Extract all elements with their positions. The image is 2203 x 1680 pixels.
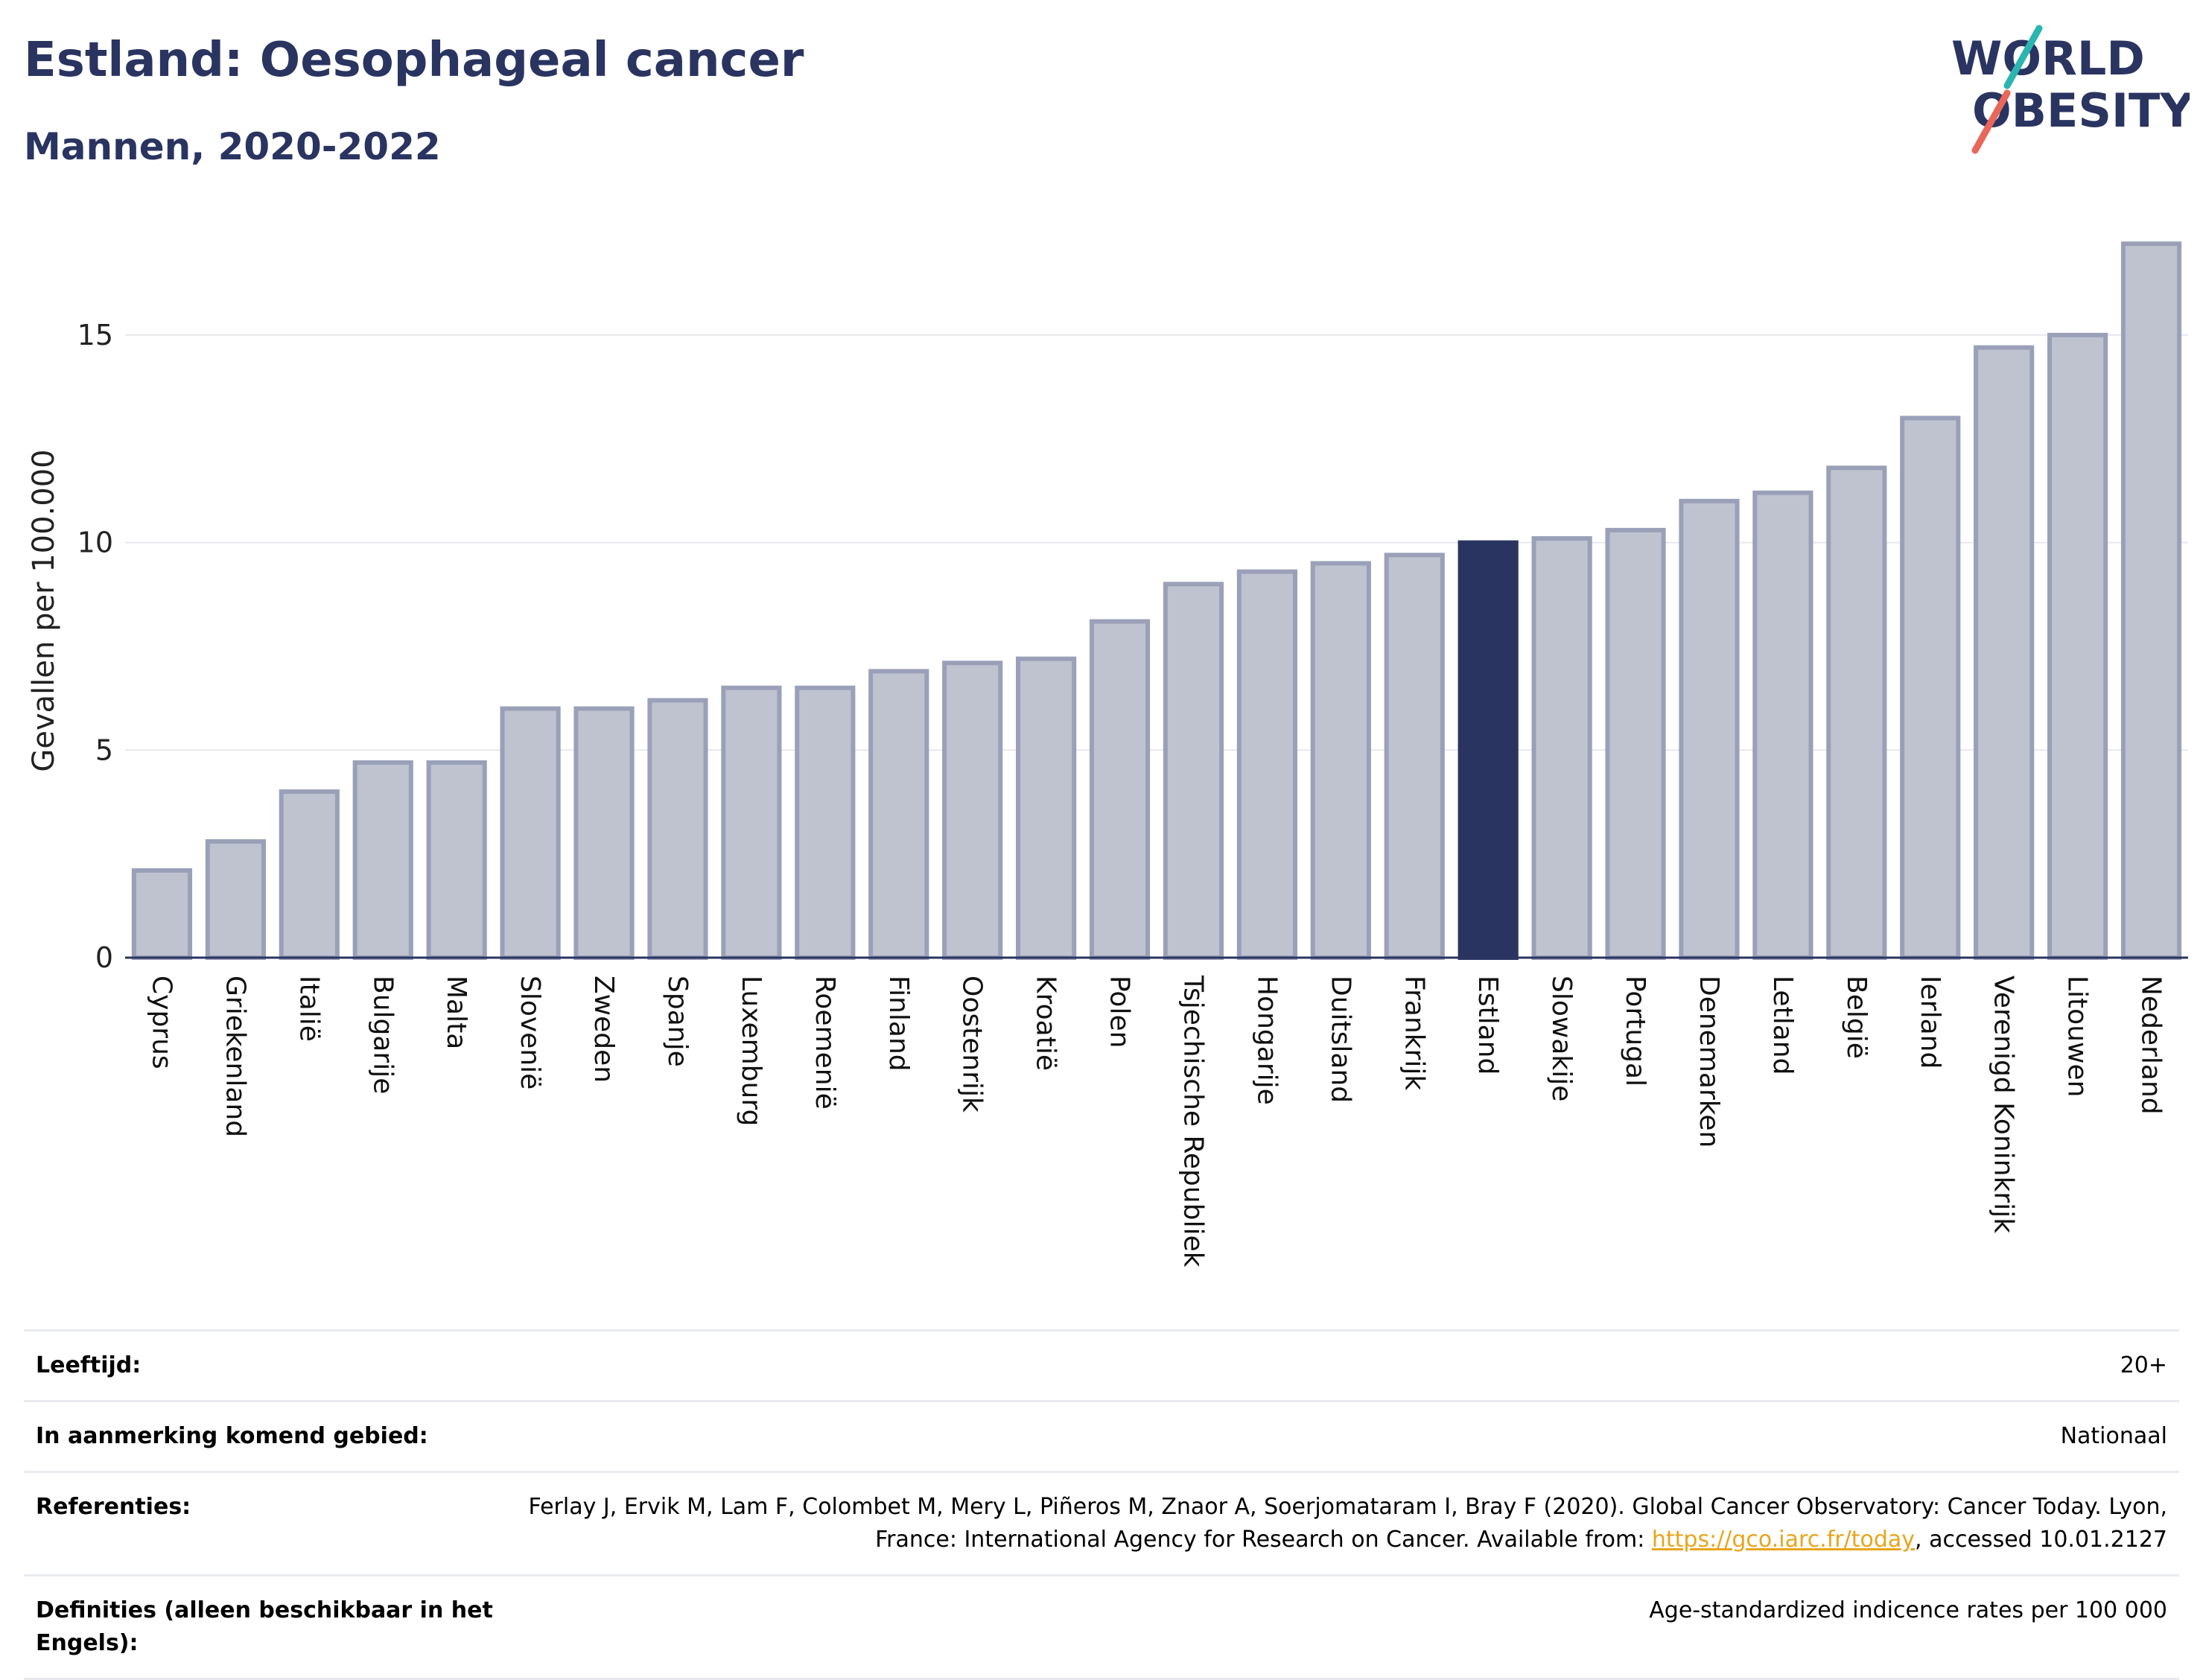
references-link[interactable]: https://gco.iarc.fr/today [1651, 1527, 1916, 1553]
axis-layer: 0 5 10 15 Cyprus Griekenland Italië Bulgarije Ma… [77, 319, 2188, 1267]
area-label: In aanmerking komend gebied: [24, 1400, 509, 1473]
meta-row-age: Leeftijd: 20+ [24, 1329, 2179, 1402]
definitions-label: Definities (alleen beschikbaar in het En… [24, 1574, 509, 1680]
world-obesity-logo: WORLD OBESITY [1951, 25, 2190, 154]
x-tick-label: Cyprus [146, 976, 177, 1069]
bar[interactable] [1900, 416, 1961, 960]
bar[interactable] [1457, 540, 1519, 960]
bar[interactable] [1384, 553, 1445, 960]
bar[interactable] [1236, 569, 1297, 960]
meta-row-definitions: Definities (alleen beschikbaar in het En… [24, 1574, 2179, 1680]
x-tick-label: Slovenië [515, 976, 545, 1089]
x-tick-label: Tsjechische Republiek [1177, 975, 1208, 1267]
bar[interactable] [1016, 656, 1077, 960]
x-tick-label: Slowakije [1546, 976, 1577, 1101]
x-tick-label: Litouwen [2062, 976, 2093, 1097]
bar[interactable] [647, 698, 708, 961]
x-tick-label: Kroatië [1031, 976, 1061, 1071]
x-tick-label: Polen [1104, 976, 1135, 1048]
bar[interactable] [573, 706, 635, 960]
x-tick-label: Ierland [1915, 976, 1945, 1069]
chart-title: Estland: Oesophageal cancer [24, 33, 804, 88]
bar[interactable] [2047, 332, 2108, 960]
age-label: Leeftijd: [24, 1329, 509, 1402]
area-value: Nationaal [509, 1400, 2179, 1473]
y-tick-label: 10 [77, 526, 113, 559]
y-tick-label: 15 [77, 319, 113, 351]
bar[interactable] [1163, 582, 1224, 961]
bar[interactable] [1531, 536, 1592, 960]
bar[interactable] [868, 669, 929, 960]
x-tick-label: Letland [1767, 976, 1798, 1075]
bar[interactable] [131, 868, 193, 960]
bar[interactable] [500, 706, 561, 960]
logo-word-1: WORLD [1951, 31, 2145, 86]
x-tick-label: Denemarken [1694, 976, 1724, 1148]
bar-layer [131, 241, 2182, 961]
x-tick-label: Oostenrijk [957, 976, 988, 1113]
bar-chart: 0 5 10 15 Cyprus Griekenland Italië Bulgarije Ma… [27, 241, 2188, 1267]
x-tick-label: België [1841, 976, 1872, 1059]
bar[interactable] [2120, 241, 2182, 960]
x-tick-label: Malta [441, 976, 471, 1049]
bar[interactable] [1679, 498, 1740, 960]
bar[interactable] [942, 661, 1003, 960]
x-tick-label: Portugal [1620, 976, 1650, 1086]
logo-slash-teal [2003, 25, 2043, 89]
x-tick-label: Nederland [2136, 976, 2167, 1115]
x-tick-label: Frankrijk [1399, 976, 1429, 1090]
x-tick-label: Spanje [662, 976, 693, 1067]
chart-subtitle: Mannen, 2020-2022 [24, 125, 441, 168]
bar[interactable] [1826, 465, 1887, 960]
bar[interactable] [1310, 561, 1371, 960]
bar[interactable] [1974, 345, 2035, 961]
age-value: 20+ [509, 1329, 2179, 1402]
meta-row-area: In aanmerking komend gebied: Nationaal [24, 1400, 2179, 1473]
bar[interactable] [352, 760, 413, 961]
x-tick-label: Hongarije [1251, 976, 1282, 1105]
x-tick-label: Zweden [588, 976, 619, 1083]
bar[interactable] [721, 685, 782, 960]
y-tick-label: 5 [95, 734, 113, 766]
y-axis-title: Gevallen per 100.000 [27, 449, 61, 771]
bar[interactable] [279, 789, 340, 960]
bar[interactable] [205, 839, 266, 960]
definitions-value: Age-standardized indicence rates per 100… [509, 1574, 2179, 1680]
x-tick-label: Griekenland [220, 976, 250, 1137]
x-tick-label: Duitsland [1325, 976, 1355, 1103]
bar[interactable] [795, 685, 856, 960]
bar[interactable] [1089, 619, 1151, 960]
x-tick-label: Finland [883, 976, 914, 1072]
meta-table: Leeftijd: 20+ In aanmerking komend gebie… [24, 1329, 2179, 1680]
meta-row-references: Referenties: Ferlay J, Ervik M, Lam F, C… [24, 1471, 2179, 1576]
x-tick-label: Roemenië [810, 976, 840, 1110]
y-tick-label: 0 [95, 941, 113, 974]
bar[interactable] [426, 760, 487, 961]
x-tick-label: Verenigd Koninkrijk [1989, 976, 2019, 1233]
x-tick-label: Italië [293, 976, 324, 1042]
x-tick-label: Bulgarije [367, 976, 398, 1094]
references-value: Ferlay J, Ervik M, Lam F, Colombet M, Me… [509, 1471, 2179, 1576]
references-label: Referenties: [24, 1471, 509, 1576]
references-text: Ferlay J, Ervik M, Lam F, Colombet M, Me… [528, 1494, 2167, 1553]
references-accessed: , accessed 10.01.2127 [1915, 1527, 2167, 1553]
logo-slash-coral [1971, 89, 2011, 154]
bar[interactable] [1752, 490, 1813, 960]
x-tick-label: Luxemburg [736, 976, 766, 1126]
bar[interactable] [1605, 527, 1666, 960]
x-tick-label: Estland [1472, 976, 1503, 1075]
